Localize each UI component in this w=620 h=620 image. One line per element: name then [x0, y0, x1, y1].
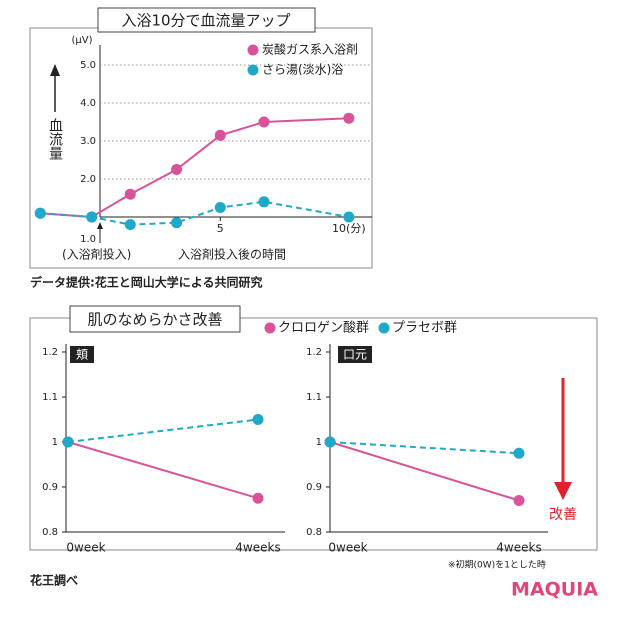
- source: データ提供:花王と岡山大学による共同研究: [30, 275, 262, 290]
- x-tick-label: 0week: [328, 541, 367, 555]
- y-arrowhead: [50, 64, 60, 76]
- annotation: (入浴剤投入): [62, 247, 131, 262]
- source: 花王調べ: [30, 573, 78, 588]
- series-line: [40, 117, 349, 219]
- chart-2-left: 頬 0week 4weeks 0.8 0.9 1 1.1 1.2: [42, 344, 285, 555]
- annotation: 入浴剤投入後の時間: [178, 247, 286, 262]
- x-tick-label: 5: [217, 222, 224, 235]
- x-tick-label: 4weeks: [496, 541, 541, 555]
- legend-label: プラセボ群: [392, 321, 457, 336]
- point: [214, 202, 226, 213]
- panel-tag: [70, 346, 94, 363]
- point: [258, 116, 270, 128]
- y-tick-label: 1.2: [306, 347, 322, 358]
- point: [252, 414, 264, 425]
- y-tick-label: 1.0: [80, 234, 96, 245]
- y-tick-label: 1.1: [306, 392, 322, 403]
- legend-swatch: [247, 44, 259, 56]
- y-tick-label: 3.0: [80, 136, 96, 147]
- point: [324, 436, 336, 448]
- legend-label: さら湯(淡水)浴: [262, 63, 343, 77]
- chart-2-right: 口元 0week 4weeks 0.8 0.9 1 1.1 1.2: [306, 344, 548, 555]
- legend-swatch: [264, 322, 276, 334]
- y-tick-label: 1.2: [42, 347, 58, 358]
- y-tick-label: 1: [52, 437, 58, 448]
- point: [124, 188, 136, 200]
- frame: [29, 317, 598, 551]
- point: [513, 495, 525, 506]
- panel-title: 口元: [343, 348, 367, 362]
- point: [171, 164, 183, 175]
- y-tick-label: 0.9: [306, 482, 322, 493]
- y-unit: (μV): [71, 35, 92, 46]
- y-tick-label: 0.8: [306, 527, 322, 538]
- chart-title: 肌のなめらかさ改善: [87, 311, 222, 329]
- improvement-label: 改善: [549, 507, 577, 523]
- improvement-arrowhead: [554, 482, 572, 500]
- title-box: [69, 305, 241, 333]
- series-line: [329, 441, 520, 455]
- panel-title: 頬: [76, 348, 88, 362]
- point: [214, 129, 226, 141]
- point: [513, 447, 525, 459]
- point: [34, 207, 46, 219]
- x-tick-label: 10(分): [332, 222, 366, 235]
- y-tick-label: 5.0: [80, 60, 96, 71]
- point: [343, 112, 355, 124]
- x-tick-label: 0week: [66, 541, 105, 555]
- point: [343, 211, 355, 223]
- y-label: 血流量: [47, 118, 63, 160]
- point: [62, 436, 74, 448]
- chart-title: 入浴10分で血流量アップ: [121, 12, 290, 30]
- legend-swatch: [378, 322, 390, 334]
- y-tick-label: 1.1: [42, 392, 58, 403]
- annotation-arrowhead: [97, 222, 103, 229]
- series-line: [67, 441, 259, 500]
- series-line: [329, 441, 520, 502]
- y-tick-label: 0.8: [42, 527, 58, 538]
- point: [124, 219, 136, 231]
- panel-tag: [338, 346, 372, 363]
- point: [171, 217, 183, 229]
- logo: MAQUIA: [511, 579, 598, 601]
- y-tick-label: 0.9: [42, 482, 58, 493]
- series-line: [67, 418, 259, 443]
- point: [258, 196, 270, 208]
- series-line: [40, 200, 350, 226]
- note: ※初期(0W)を1とした時: [448, 559, 546, 571]
- legend-label: 炭酸ガス系入浴剤: [262, 42, 358, 57]
- legend-label: クロロゲン酸群: [278, 321, 369, 336]
- legend-swatch: [247, 64, 259, 76]
- point: [86, 211, 98, 223]
- y-tick-label: 1: [316, 437, 322, 448]
- y-tick-label: 4.0: [80, 98, 96, 109]
- x-tick-label: 4weeks: [235, 541, 280, 555]
- point: [252, 492, 264, 504]
- y-tick-label: 2.0: [80, 174, 96, 185]
- title-box: [97, 7, 316, 33]
